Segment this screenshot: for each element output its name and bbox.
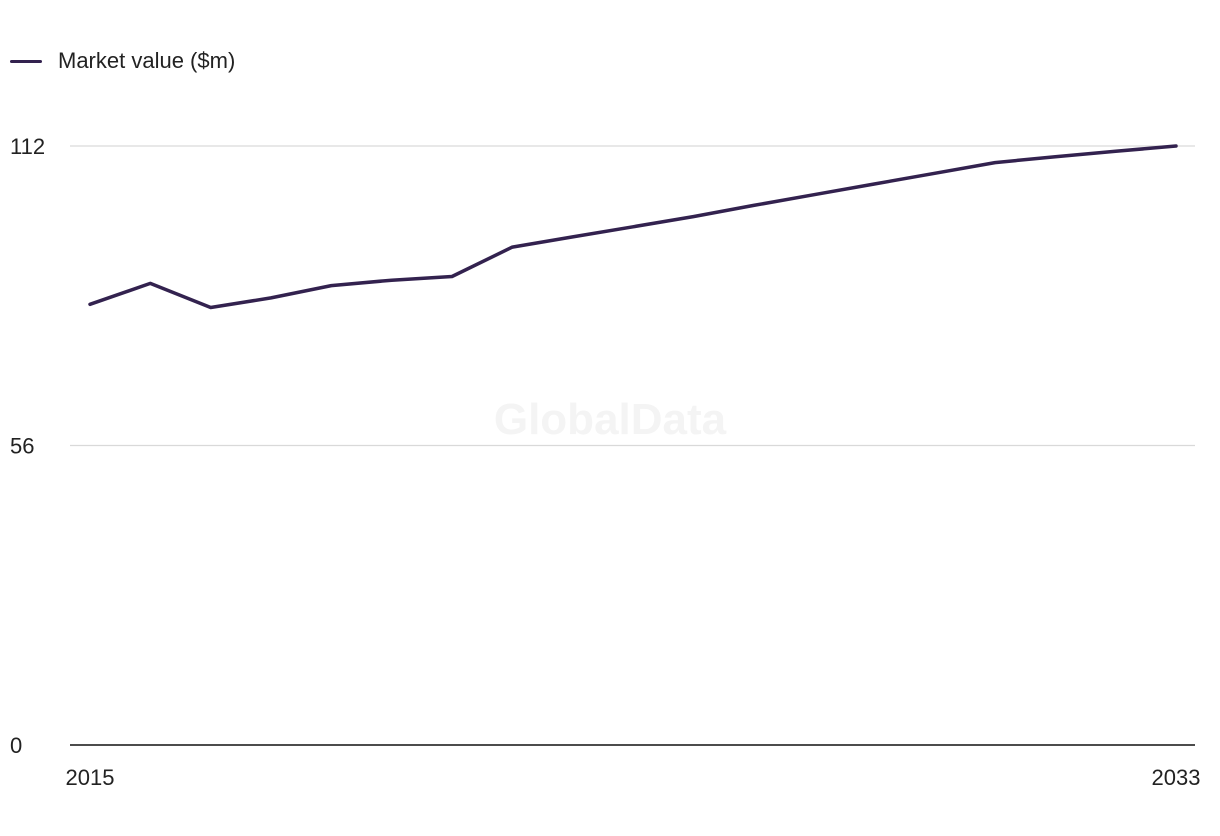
series-line <box>88 144 1178 310</box>
data-point[interactable] <box>627 221 639 233</box>
data-point[interactable] <box>1170 140 1182 152</box>
y-tick-label: 56 <box>10 434 34 459</box>
data-point[interactable] <box>84 298 96 310</box>
data-point[interactable] <box>386 274 398 286</box>
data-point[interactable] <box>506 241 518 253</box>
series-layer <box>84 140 1182 314</box>
data-point[interactable] <box>989 157 1001 169</box>
legend: Market value ($m) <box>10 44 235 78</box>
data-point[interactable] <box>325 280 337 292</box>
grid-lines <box>70 145 1195 746</box>
data-point[interactable] <box>868 178 880 190</box>
y-tick-label: 112 <box>10 134 45 159</box>
y-tick-label: 0 <box>10 733 22 758</box>
x-axis: 2015 2033 <box>66 765 1201 790</box>
legend-swatch <box>10 59 42 63</box>
data-point[interactable] <box>929 167 941 179</box>
data-point[interactable] <box>1110 145 1122 157</box>
watermark: GlobalData <box>494 395 727 444</box>
x-tick-label: 2033 <box>1152 765 1201 790</box>
data-point[interactable] <box>1049 151 1061 163</box>
data-point[interactable] <box>205 302 217 314</box>
legend-label: Market value ($m) <box>58 48 236 73</box>
data-point[interactable] <box>144 277 156 289</box>
x-tick-label: 2015 <box>66 765 115 790</box>
data-point[interactable] <box>808 189 820 201</box>
data-point[interactable] <box>748 199 760 211</box>
data-point[interactable] <box>265 292 277 304</box>
data-point[interactable] <box>446 270 458 282</box>
data-point[interactable] <box>687 211 699 223</box>
y-axis: 0 56 112 <box>10 134 45 758</box>
data-point[interactable] <box>567 231 579 243</box>
